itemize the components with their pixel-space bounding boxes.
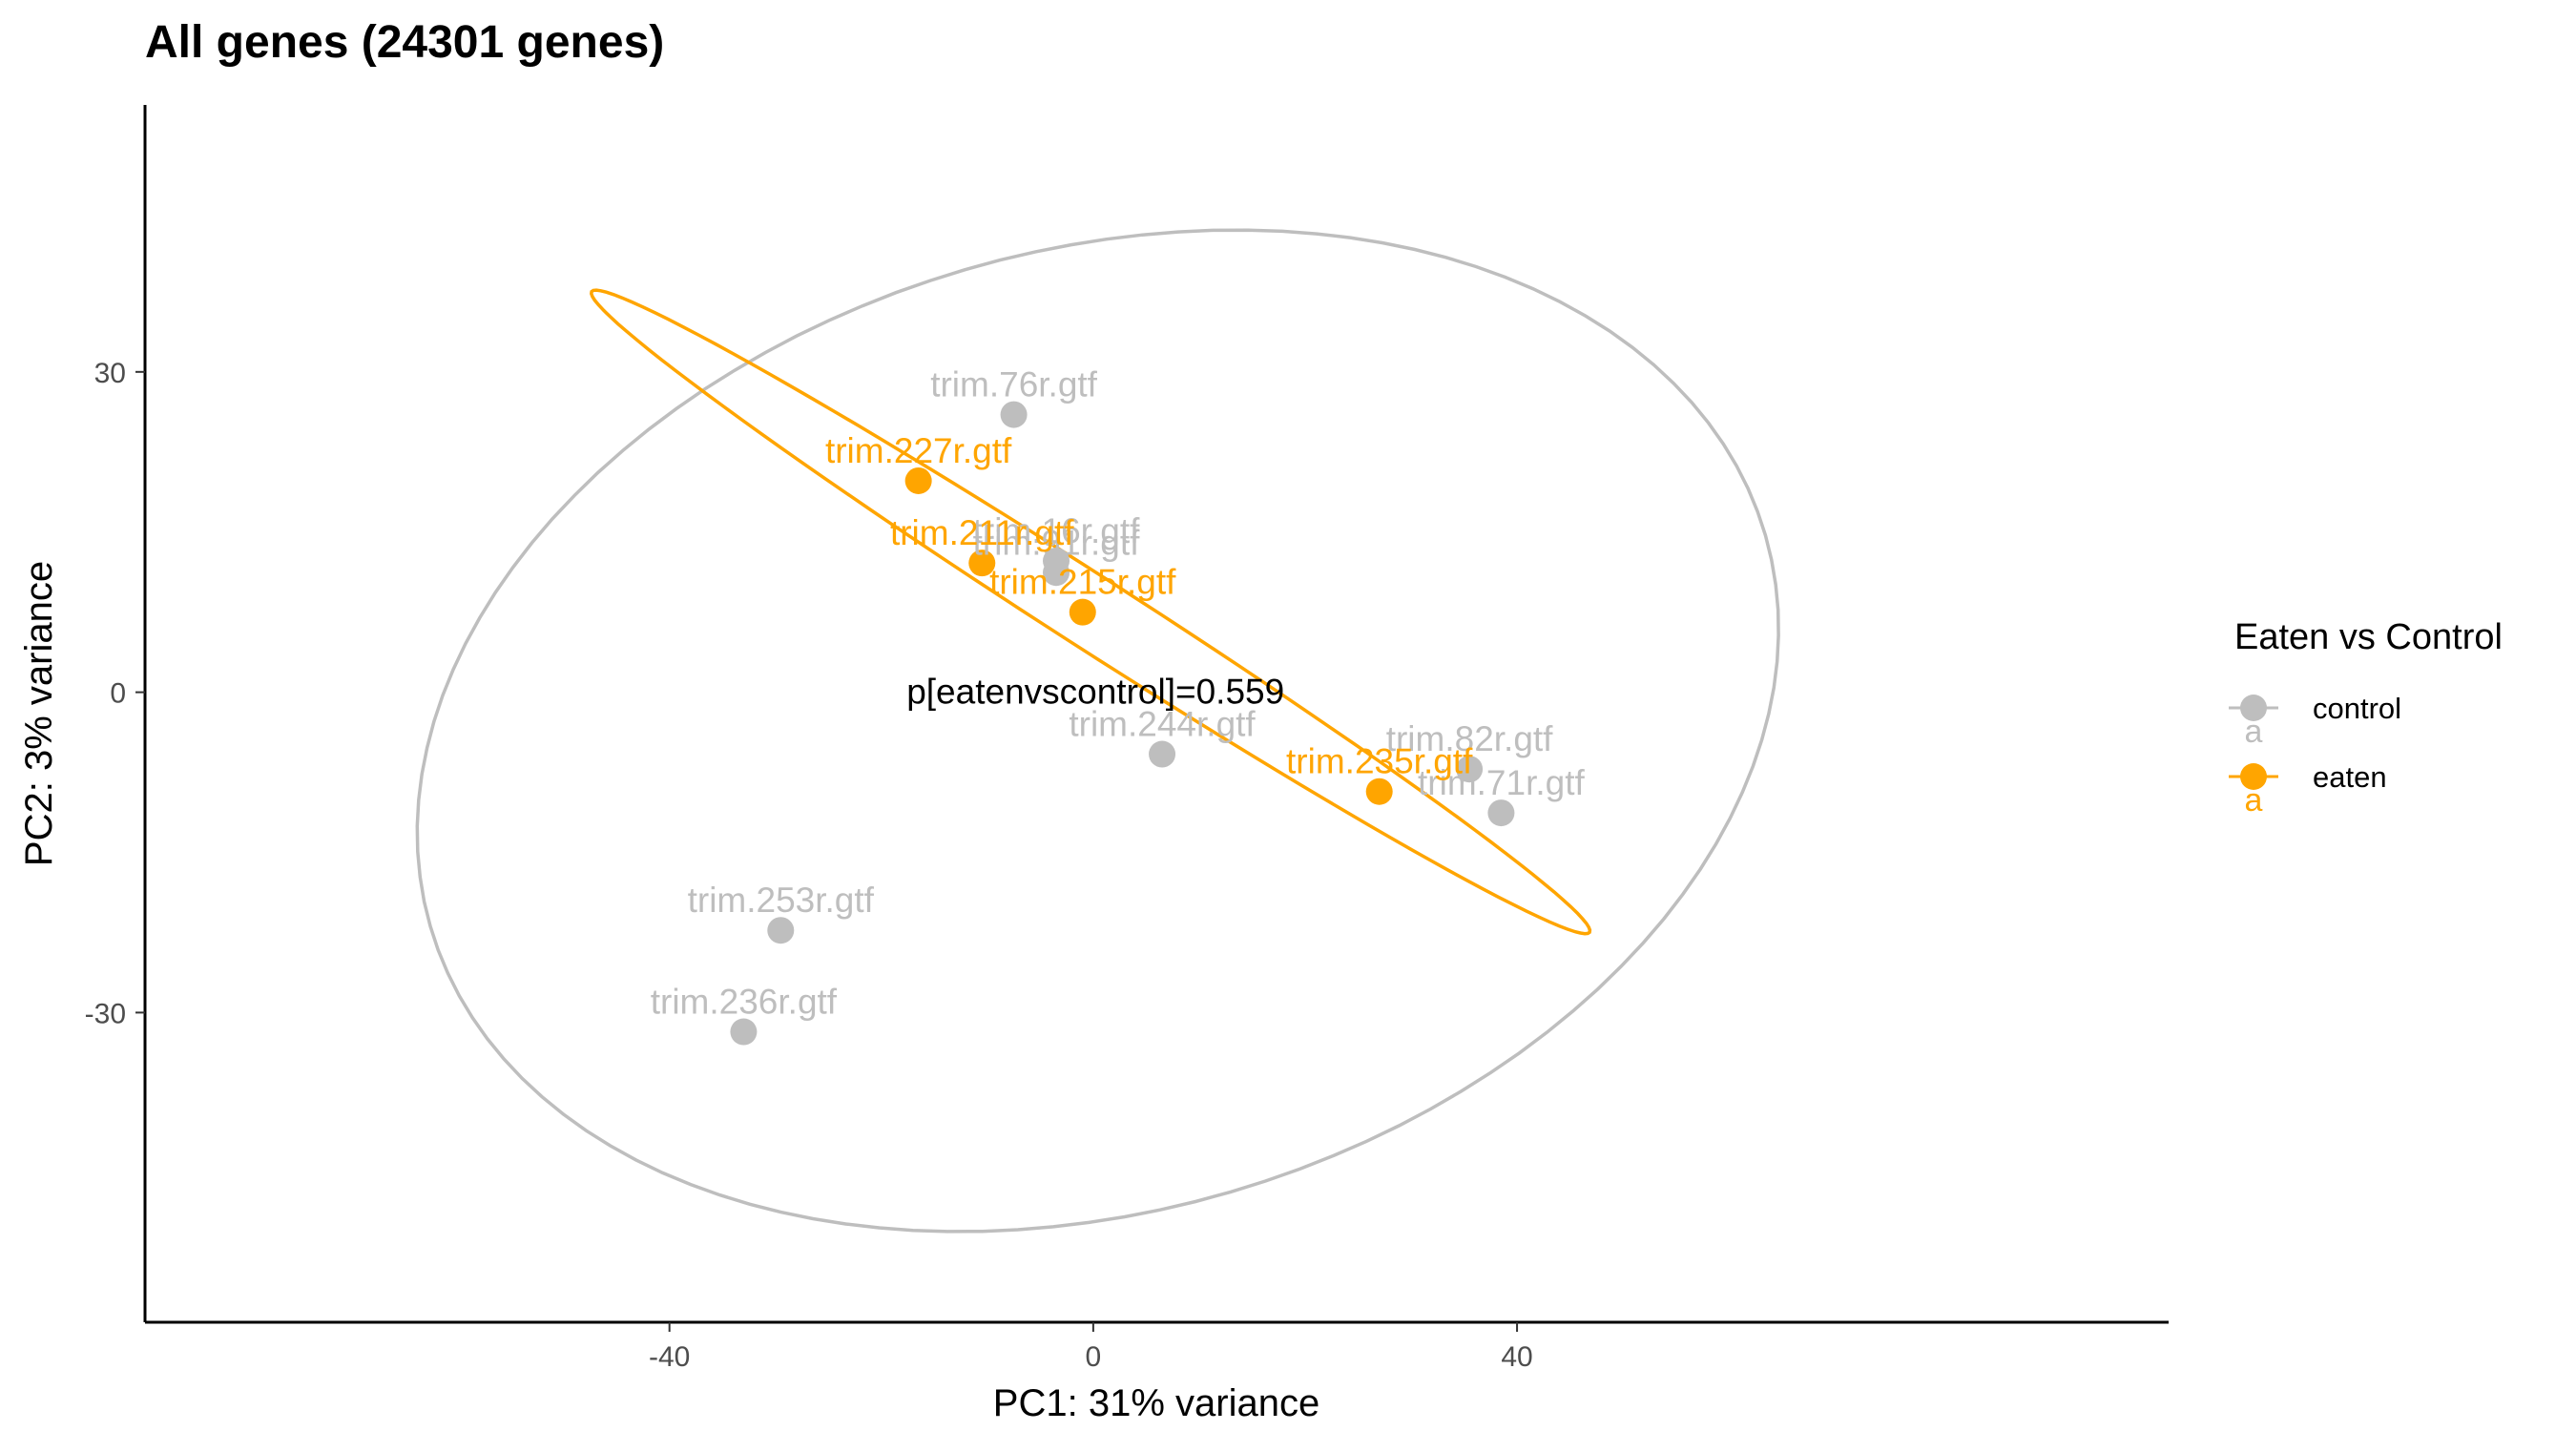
legend-title: Eaten vs Control <box>2234 617 2503 657</box>
point-label: trim.91r.gtf <box>973 523 1140 562</box>
x-axis-title: PC1: 31% variance <box>993 1382 1319 1424</box>
plot-panel: trim.76r.gtftrim.16r.gtftrim.91r.gtftrim… <box>415 228 1780 1234</box>
legend-keys: a control a eaten <box>2229 692 2401 819</box>
control-point <box>1043 559 1070 587</box>
control-point <box>767 917 795 944</box>
control-point <box>730 1018 758 1046</box>
y-axis-ticks: -30 0 30 <box>85 358 145 1029</box>
point-label: trim.71r.gtf <box>1418 763 1585 802</box>
x-tick-label: -40 <box>649 1341 690 1373</box>
control-point <box>1149 740 1176 768</box>
eaten-point <box>968 550 996 577</box>
x-tick-label: 0 <box>1086 1341 1102 1373</box>
control-point <box>1487 799 1515 827</box>
control-ellipse <box>415 228 1780 1234</box>
y-tick-label: 30 <box>94 358 126 389</box>
legend-key-point <box>2240 695 2267 721</box>
x-tick-label: 40 <box>1501 1341 1532 1373</box>
y-tick-label: 0 <box>110 678 126 710</box>
y-axis-title: PC2: 3% variance <box>18 561 60 866</box>
legend-key-letter: a <box>2245 714 2263 750</box>
point-label: trim.253r.gtf <box>688 881 875 920</box>
point-label: trim.76r.gtf <box>930 365 1097 404</box>
point-label: trim.227r.gtf <box>825 431 1012 470</box>
eaten-point <box>1365 778 1393 805</box>
confidence-ellipses <box>415 228 1780 1234</box>
point-label: trim.235r.gtf <box>1286 742 1473 781</box>
point-label: trim.211r.gtf <box>890 513 1074 552</box>
point-label: trim.215r.gtf <box>989 563 1176 602</box>
legend: Eaten vs Control a control a eaten <box>2229 617 2503 819</box>
point-label: trim.82r.gtf <box>1386 719 1553 758</box>
point-labels: trim.76r.gtftrim.16r.gtftrim.91r.gtftrim… <box>651 365 1586 1022</box>
legend-label: eaten <box>2313 760 2387 794</box>
y-tick-label: -30 <box>85 998 126 1029</box>
point-label: trim.16r.gtf <box>973 511 1140 550</box>
eaten-point <box>904 467 932 494</box>
eaten-point <box>1069 598 1096 626</box>
p-value-annotation: p[eatenvscontrol]=0.559 <box>906 673 1284 712</box>
legend-key-letter: a <box>2245 782 2263 819</box>
x-axis-ticks: -40 0 40 <box>649 1322 1533 1373</box>
control-point <box>1456 756 1484 783</box>
point-label: trim.236r.gtf <box>651 983 838 1022</box>
data-points <box>730 401 1515 1046</box>
axes: -40 0 40 -30 0 30 <box>85 105 2169 1373</box>
chart-title: All genes (24301 genes) <box>145 17 664 68</box>
control-point <box>1000 401 1028 428</box>
legend-key-point <box>2240 763 2267 790</box>
eaten-ellipse <box>590 288 1592 936</box>
point-label: trim.244r.gtf <box>1069 705 1256 744</box>
legend-label: control <box>2313 692 2401 725</box>
